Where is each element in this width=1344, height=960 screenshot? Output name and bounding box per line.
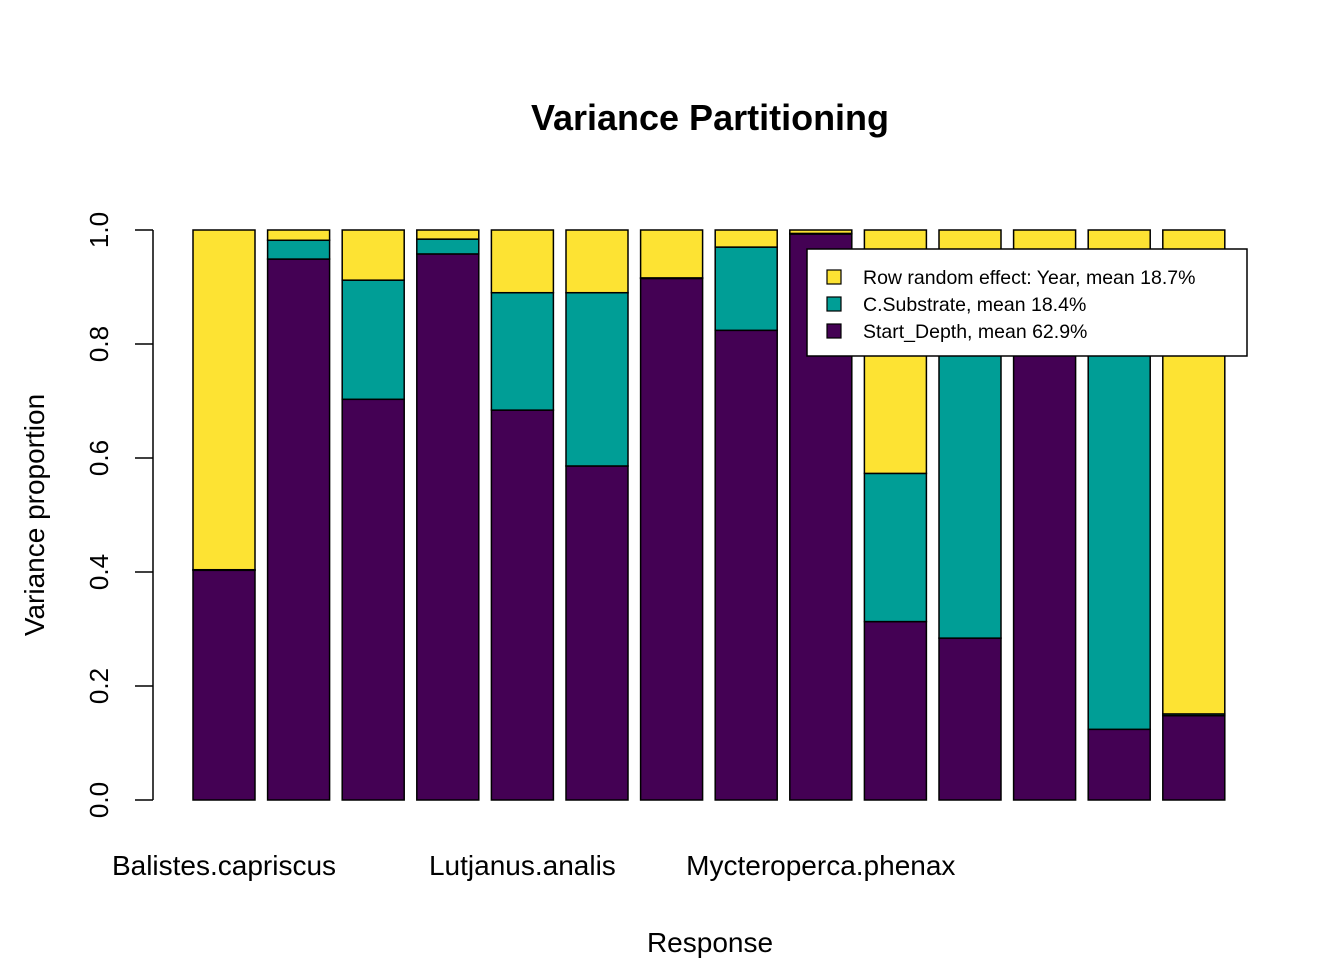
y-tick-label-3: 0.6	[84, 440, 114, 476]
bar-8-segment-2	[714, 246, 778, 332]
legend-swatch-3	[826, 323, 842, 339]
category-label-5: Lutjanus.analis	[429, 850, 616, 881]
legend-swatch-1	[826, 269, 842, 285]
bar-4-segment-3	[416, 229, 480, 240]
bar-6-segment-2	[565, 291, 629, 467]
bar-8-segment-1	[714, 329, 778, 801]
legend: Row random effect: Year, mean 18.7% C.Sub…	[806, 248, 1248, 357]
legend-swatch-2	[826, 296, 842, 312]
bar-6-segment-3	[565, 229, 629, 294]
bar-11-segment-1	[938, 637, 1002, 801]
y-tick-label-1: 0.2	[84, 668, 114, 704]
y-axis: 0.0 0.2 0.4 0.6 0.8 1.0	[84, 212, 154, 818]
bar-1-segment-1	[192, 569, 256, 801]
y-tick-label-4: 0.8	[84, 326, 114, 362]
bar-3-segment-2	[341, 279, 405, 401]
bar-7-segment-1	[639, 277, 704, 801]
bar-1-segment-3	[192, 229, 256, 571]
legend-label-3: Start_Depth, mean 62.9%	[863, 321, 1087, 343]
bar-3-segment-3	[341, 229, 405, 281]
bar-10-segment-1	[863, 620, 928, 801]
bar-5-segment-1	[490, 409, 555, 801]
bar-13-segment-1	[1087, 728, 1151, 801]
bar-8-segment-3	[714, 229, 778, 248]
bar-5-segment-3	[490, 229, 555, 294]
bar-12-segment-1	[1012, 314, 1077, 801]
x-axis-labels: Balistes.capriscus Lutjanus.analis Myctero…	[112, 850, 955, 881]
y-tick-label-0: 0.0	[84, 782, 114, 818]
bar-6-segment-1	[565, 465, 629, 801]
legend-box	[806, 248, 1248, 357]
chart-title: Variance Partitioning	[531, 97, 889, 138]
x-axis-label: Response	[647, 927, 773, 958]
bar-4-segment-2	[416, 238, 480, 255]
bar-9-segment-3	[789, 229, 853, 235]
legend-label-2: C.Substrate, mean 18.4%	[863, 294, 1086, 316]
bar-5-segment-2	[490, 291, 555, 411]
bar-13-segment-2	[1087, 329, 1151, 731]
category-label-9: Mycteroperca.phenax	[686, 850, 955, 881]
y-tick-label-5: 1.0	[84, 212, 114, 248]
bar-7-segment-3	[639, 229, 704, 279]
bar-4-segment-1	[416, 253, 480, 801]
bar-10-segment-2	[863, 472, 928, 623]
y-tick-label-2: 0.4	[84, 554, 114, 590]
bar-3-segment-1	[341, 398, 405, 801]
legend-label-1: Row random effect: Year, mean 18.7%	[863, 267, 1195, 289]
bar-2-segment-2	[266, 239, 331, 260]
y-axis-label: Variance proportion	[19, 394, 50, 636]
category-label-1: Balistes.capriscus	[112, 850, 336, 881]
bar-14-segment-1	[1162, 714, 1226, 801]
bar-2-segment-3	[266, 229, 331, 242]
bar-2-segment-1	[266, 258, 331, 801]
